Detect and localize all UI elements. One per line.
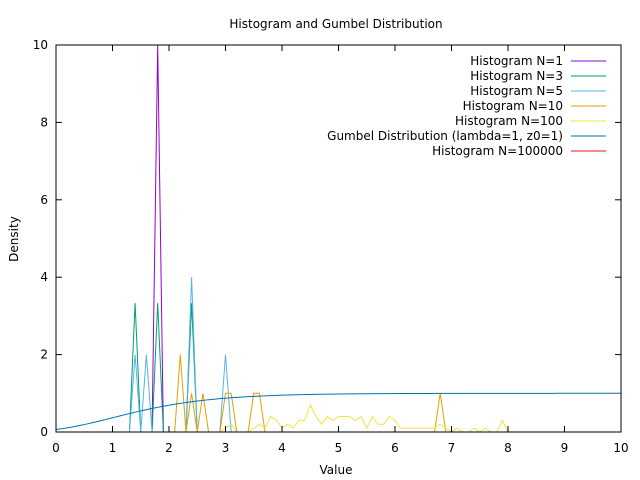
legend-label-7: Histogram N=100000 xyxy=(432,144,563,158)
y-tick-label: 4 xyxy=(40,270,48,284)
y-axis-label: Density xyxy=(7,216,21,262)
x-tick-label: 8 xyxy=(504,441,512,455)
series-line-3 xyxy=(56,277,621,433)
x-tick-label: 7 xyxy=(448,441,456,455)
series-line-6 xyxy=(55,392,622,430)
legend-label-6: Gumbel Distribution (lambda=1, z0=1) xyxy=(327,129,563,143)
x-axis-label: Value xyxy=(320,463,353,477)
y-tick-label: 0 xyxy=(40,425,48,439)
x-tick-label: 4 xyxy=(278,441,286,455)
x-tick-label: 1 xyxy=(109,441,117,455)
legend-label-3: Histogram N=5 xyxy=(470,84,563,98)
y-tick-label: 6 xyxy=(40,193,48,207)
x-tick-label: 0 xyxy=(52,441,60,455)
legend-label-4: Histogram N=10 xyxy=(463,99,563,113)
x-axis: 0 1 2 3 4 5 6 7 8 9 10 xyxy=(52,45,629,455)
y-tick-label: 10 xyxy=(33,38,48,52)
chart-title: Histogram and Gumbel Distribution xyxy=(229,17,442,31)
legend-label-1: Histogram N=1 xyxy=(470,54,563,68)
series-line-2 xyxy=(56,303,621,433)
y-axis: 0 2 4 6 8 10 xyxy=(33,38,621,439)
y-tick-label: 2 xyxy=(40,348,48,362)
x-tick-label: 2 xyxy=(165,441,173,455)
x-tick-label: 10 xyxy=(613,441,628,455)
x-tick-label: 9 xyxy=(561,441,569,455)
x-tick-label: 6 xyxy=(391,441,399,455)
x-tick-label: 5 xyxy=(335,441,343,455)
y-tick-label: 8 xyxy=(40,115,48,129)
legend-label-2: Histogram N=3 xyxy=(470,69,563,83)
x-tick-label: 3 xyxy=(222,441,230,455)
legend-label-5: Histogram N=100 xyxy=(455,114,563,128)
